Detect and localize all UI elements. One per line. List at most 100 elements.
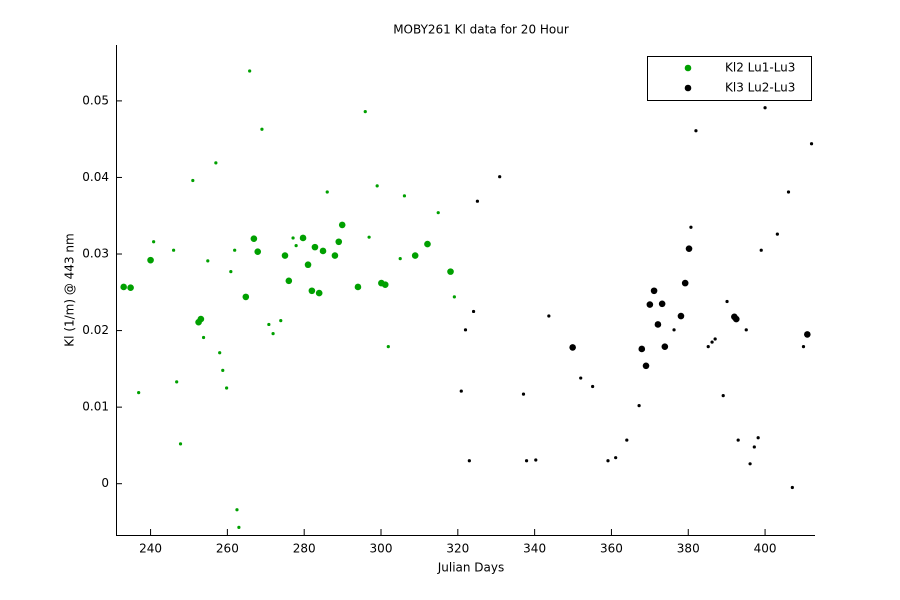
small-data-point [248,69,252,73]
data-point [681,279,689,287]
y-tick-label: 0 [101,476,109,490]
small-data-point [172,248,176,252]
data-point [308,287,316,295]
small-data-point [279,319,283,323]
small-data-point [763,106,767,110]
small-data-point [398,257,402,261]
small-data-point [614,456,618,460]
small-data-point [229,270,233,274]
x-tick-label: 360 [600,542,623,556]
legend-label: Kl2 Lu1-Lu3 [725,61,795,75]
small-data-point [206,259,210,263]
data-point [331,252,339,259]
small-data-point [225,386,229,390]
small-data-point [689,225,693,229]
data-point [311,243,319,251]
y-axis-label: Kl (1/m) @ 443 nm [63,233,77,346]
small-data-point [521,392,526,396]
small-data-point [547,314,551,318]
small-data-point [736,438,740,442]
x-tick-label: 280 [293,542,316,556]
small-data-point [759,248,763,252]
small-data-point [235,508,239,512]
small-data-point [152,240,156,244]
data-point [677,312,685,320]
small-data-point [463,328,468,332]
y-tick-label: 0.01 [82,400,109,414]
data-point [354,283,362,291]
data-point [127,284,134,292]
x-tick-label: 400 [754,542,777,556]
data-point [335,238,343,246]
small-data-point [721,394,725,398]
small-data-point [637,404,641,408]
small-data-point [201,335,206,340]
small-data-point [756,436,760,440]
small-data-point [233,248,237,252]
data-point [147,256,154,264]
data-point [197,315,205,323]
legend-label: Kl3 Lu2-Lu3 [725,81,795,95]
small-data-point [498,175,502,179]
x-tick-label: 260 [216,542,239,556]
data-point [661,343,669,350]
small-data-point [786,190,791,194]
data-point [654,321,662,328]
small-data-point [452,295,456,299]
small-data-point [775,232,779,236]
x-tick-label: 320 [446,542,469,556]
data-point [254,248,262,256]
data-point [285,277,293,285]
small-data-point [191,178,195,183]
chart-title: MOBY261 Kl data for 20 Hour [393,23,569,37]
y-tick-label: 0.04 [82,170,109,184]
x-axis-label: Julian Days [437,561,505,575]
small-data-point [271,332,275,336]
small-data-point [375,184,379,188]
small-data-point [386,345,390,349]
data-point [424,240,431,248]
small-data-point [137,390,141,395]
small-data-point [402,194,407,198]
data-point [642,362,650,370]
small-data-point [625,438,629,442]
small-data-point [267,322,271,327]
data-point [304,261,312,269]
data-point [447,268,454,275]
small-data-point [325,190,329,194]
small-data-point [752,445,756,449]
small-data-point [291,236,295,240]
small-data-point [221,368,225,372]
small-data-point [237,525,241,529]
small-data-point [694,129,698,133]
data-point [658,300,666,308]
y-tick-label: 0.05 [82,93,109,107]
data-point [299,234,307,242]
small-data-point [175,380,179,384]
small-data-point [706,345,710,349]
small-data-point [524,459,529,463]
x-tick-label: 240 [139,542,162,556]
small-data-point [294,243,298,248]
small-data-point [710,340,714,344]
small-data-point [579,376,583,380]
y-tick-label: 0.03 [82,247,109,261]
data-point [685,245,693,252]
small-data-point [475,199,480,203]
small-data-point [672,328,676,332]
small-data-point [363,110,367,114]
x-tick-label: 340 [523,542,546,556]
small-data-point [809,142,814,146]
small-data-point [218,351,222,355]
small-data-point [534,458,538,462]
data-point [120,283,127,291]
small-data-point [260,127,264,131]
legend-box [647,56,812,101]
data-point [638,345,646,353]
small-data-point [214,161,218,165]
data-point [650,287,658,295]
small-data-point [606,459,610,463]
data-point [250,235,258,243]
data-point [381,281,389,288]
small-data-point [713,337,717,341]
